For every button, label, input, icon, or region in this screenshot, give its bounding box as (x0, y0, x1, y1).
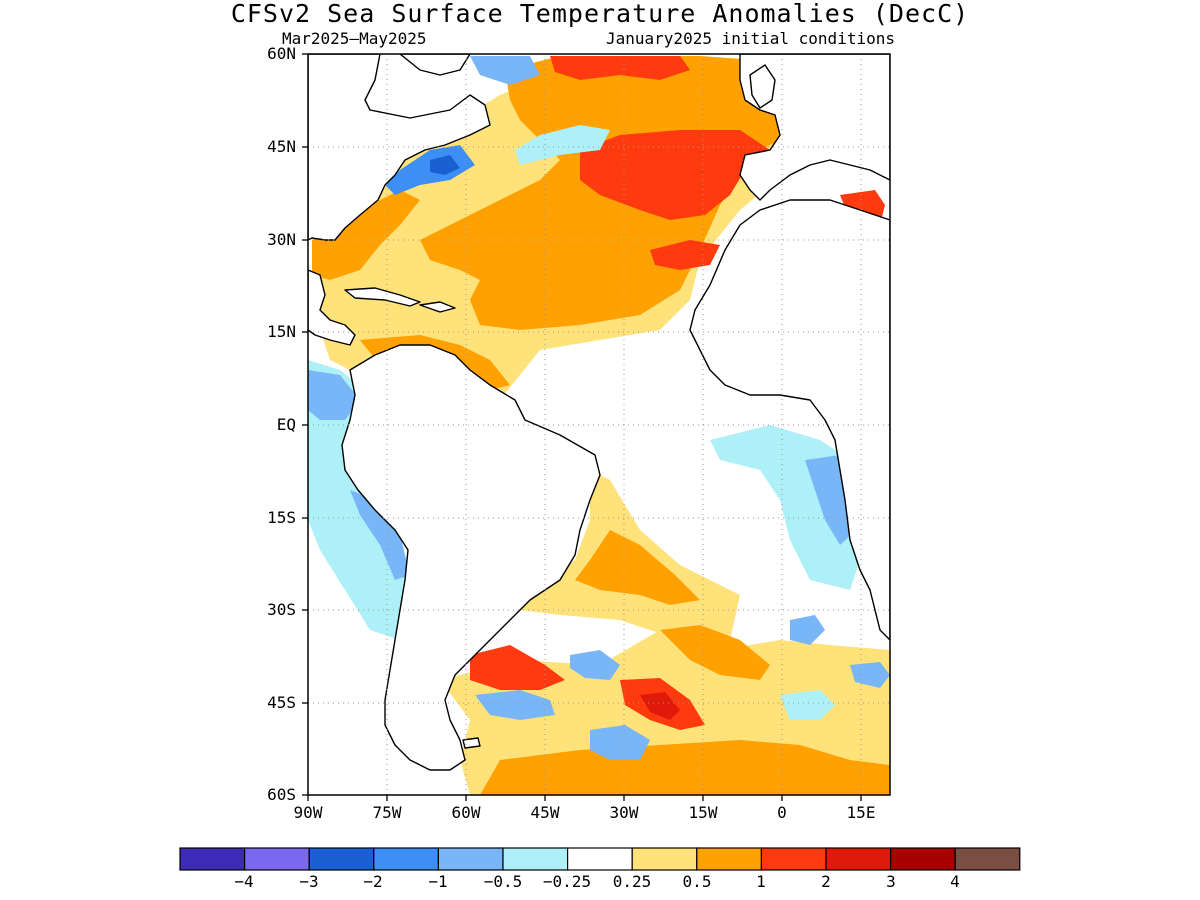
lon-label: 30W (609, 803, 639, 822)
anomaly-neg-05-peru (350, 490, 410, 580)
central-america-land (308, 269, 356, 346)
lat-label: 30S (267, 600, 296, 619)
colorbar-label: −0.5 (483, 872, 523, 891)
uk-island (749, 64, 776, 109)
map-title: CFSv2 Sea Surface Temperature Anomalies … (230, 0, 970, 28)
anomaly-1-south-atlantic (575, 530, 700, 605)
colorbar (179, 847, 1021, 871)
colorbar-box (437, 847, 504, 871)
anomaly-2-northeast (550, 56, 690, 80)
axis-ticks (302, 53, 862, 801)
anomaly-neg-south-4 (790, 615, 825, 645)
colorbar-label: −4 (234, 872, 254, 891)
anomaly-neg-south-2 (570, 650, 620, 680)
colorbar-box (954, 847, 1021, 871)
anomaly-2-southwest (470, 645, 565, 690)
anomaly-neg-south-1 (475, 690, 555, 720)
colorbar-label: −2 (363, 872, 383, 891)
anomaly-fields (308, 56, 890, 795)
lon-label: 75W (372, 803, 402, 822)
lat-label: 60S (267, 785, 296, 804)
initial-conditions: January2025 initial conditions (606, 29, 895, 48)
colorbar-box (631, 847, 698, 871)
lon-label: 15E (846, 803, 876, 822)
lon-label: 90W (293, 803, 323, 822)
colorbar-box (889, 847, 956, 871)
anomaly-2-canary (650, 240, 720, 270)
colorbar-box (566, 847, 633, 871)
lat-label: EQ (276, 415, 296, 434)
anomaly-neg-north-central (515, 125, 610, 165)
europe-land (739, 54, 890, 201)
anomaly-1-mid-south (660, 625, 770, 680)
cuba-island (344, 287, 421, 307)
colorbar-label: −1 (428, 872, 448, 891)
colorbar-box (244, 847, 310, 871)
forecast-period: Mar2025–May2025 (282, 29, 427, 48)
colorbar-box (502, 847, 569, 871)
anomaly-3-south-central (640, 692, 680, 720)
lat-label: 45N (267, 137, 296, 156)
lon-label: 45W (530, 803, 560, 822)
colorbar-box (760, 847, 827, 871)
colorbar-label: −3 (299, 872, 319, 891)
lon-label: 15W (688, 803, 718, 822)
colorbar-box (179, 847, 246, 871)
colorbar-box (373, 847, 439, 871)
anomaly-neg-south-5 (780, 690, 835, 720)
lon-label: 60W (451, 803, 481, 822)
lat-label: 30N (267, 230, 296, 249)
colorbar-label: 0.5 (682, 872, 712, 891)
anomaly-1-gulf (312, 190, 420, 280)
anomaly-2-central-north-atlantic (580, 130, 770, 220)
lon-label: 0 (777, 803, 787, 822)
africa-land (689, 199, 890, 641)
colorbar-label: 3 (886, 872, 896, 891)
falklands-island (462, 737, 481, 749)
south-america-land (341, 344, 601, 771)
colorbar-label: −0.25 (542, 872, 592, 891)
anomaly-1-southern-band (480, 740, 890, 795)
greenland-land (399, 54, 471, 76)
colorbar-label: 1 (756, 872, 766, 891)
anomaly-neg-05-pacific (308, 370, 360, 420)
lat-label: 45S (267, 693, 296, 712)
anomaly-neg-south-6 (850, 662, 890, 688)
lat-label: 15S (267, 508, 296, 527)
lat-label: 15N (267, 322, 296, 341)
colorbar-box (308, 847, 375, 871)
colorbar-box (696, 847, 762, 871)
colorbar-box (825, 847, 892, 871)
hispaniola-island (419, 301, 456, 313)
anomaly-neg-labrador (470, 56, 540, 85)
anomaly-neg-south-3 (590, 725, 650, 760)
colorbar-label: 4 (950, 872, 960, 891)
colorbar-label: 0.25 (612, 872, 652, 891)
colorbar-label: 2 (821, 872, 831, 891)
grid-lines (308, 54, 890, 795)
lat-label: 60N (267, 44, 296, 63)
anomaly-neg-gulf-stream-core (430, 155, 460, 175)
